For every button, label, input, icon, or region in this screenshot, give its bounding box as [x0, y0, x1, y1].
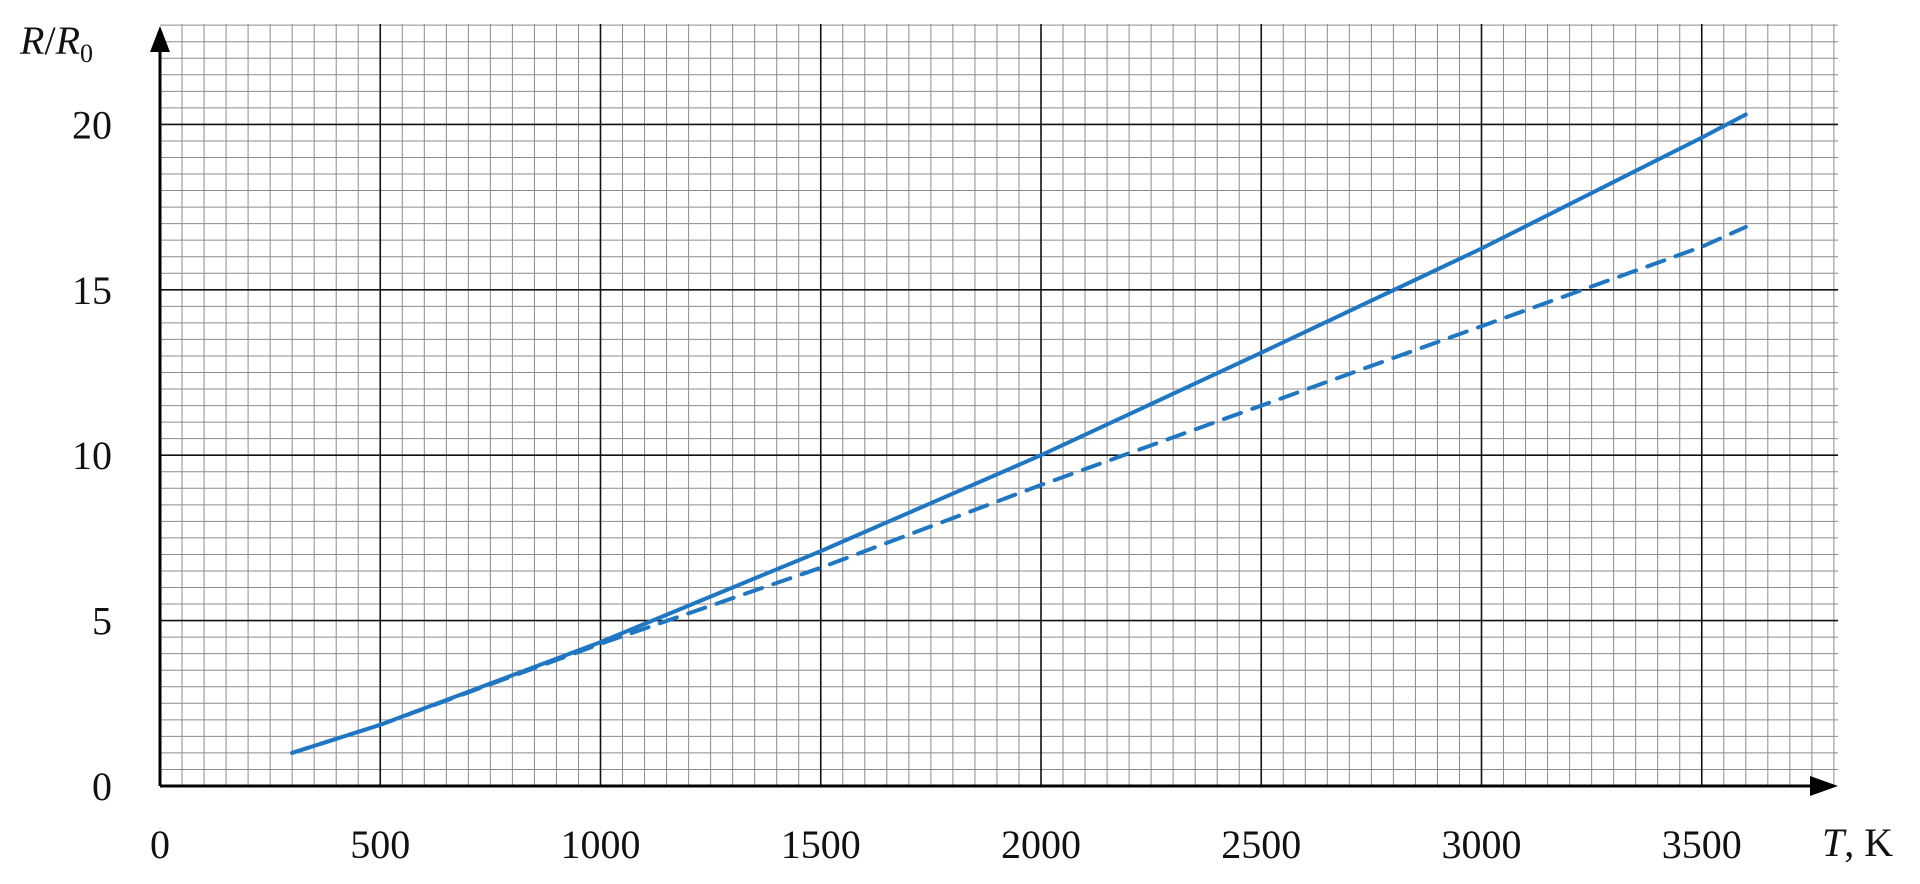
- y-axis-label-subscript: 0: [80, 39, 93, 68]
- y-axis-arrow: [150, 26, 170, 52]
- x-tick-label: 1000: [561, 822, 641, 867]
- y-axis-label-r: R: [19, 18, 44, 63]
- x-axis-arrow: [1810, 776, 1838, 796]
- x-tick-labels: 0 500 1000 1500 2000 2500 3000 3500: [150, 822, 1742, 867]
- x-tick-label: 3500: [1662, 822, 1742, 867]
- major-grid: [160, 24, 1838, 786]
- y-tick-label: 0: [92, 764, 112, 809]
- y-tick-label: 10: [72, 433, 112, 478]
- x-axis-label-unit: , K: [1844, 820, 1893, 865]
- series-line-dashed: [290, 224, 1748, 755]
- series-lines: [290, 112, 1748, 755]
- y-tick-label: 20: [72, 102, 112, 147]
- x-tick-label: 1500: [781, 822, 861, 867]
- x-tick-label: 3000: [1442, 822, 1522, 867]
- x-tick-label: 500: [350, 822, 410, 867]
- y-tick-label: 5: [92, 599, 112, 644]
- x-tick-label: 0: [150, 822, 170, 867]
- axes: [150, 26, 1838, 796]
- x-tick-label: 2000: [1001, 822, 1081, 867]
- minor-grid: [160, 24, 1838, 786]
- y-axis-label: R/R0: [19, 18, 93, 68]
- x-tick-label: 2500: [1221, 822, 1301, 867]
- x-axis-label-t: T: [1822, 820, 1847, 865]
- x-axis-label: T, K: [1822, 820, 1893, 865]
- y-tick-label: 15: [72, 268, 112, 313]
- y-axis-label-slash: /: [44, 18, 56, 63]
- y-tick-labels: 0 5 10 15 20: [72, 102, 112, 809]
- y-axis-label-r0: R: [55, 18, 80, 63]
